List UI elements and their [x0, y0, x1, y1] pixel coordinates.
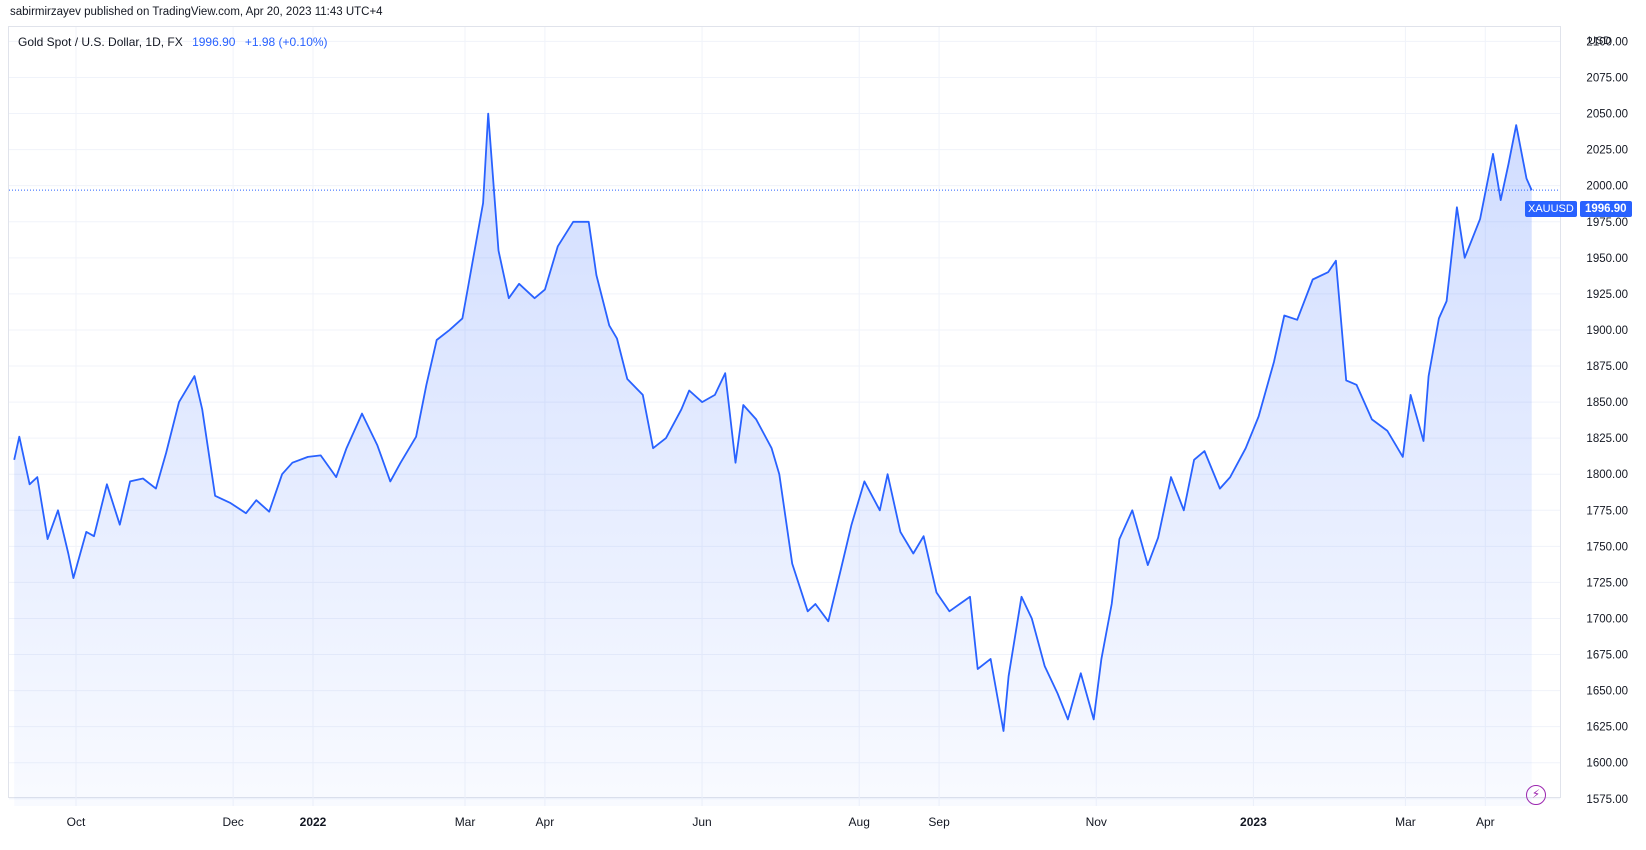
symbol-label: Gold Spot / U.S. Dollar, 1D, FX: [18, 35, 183, 49]
lightning-bolt-icon[interactable]: ⚡: [1526, 785, 1546, 805]
y-tick-label: 1850.00: [1586, 397, 1628, 409]
x-tick-label: Jun: [692, 815, 711, 829]
y-tick-label: 1700.00: [1586, 613, 1628, 625]
x-tick-label: 2023: [1240, 815, 1267, 829]
x-tick-label: Nov: [1086, 815, 1107, 829]
time-axis: Oct Dec 2022 Mar Apr Jun Aug Sep Nov 2023 Mar Apr: [67, 815, 1495, 829]
y-tick-label: 1875.00: [1586, 361, 1628, 373]
y-tick-label: 1600.00: [1586, 758, 1628, 770]
y-tick-label: 1925.00: [1586, 289, 1628, 301]
price-line-layer: [9, 112, 1560, 732]
x-tick-label: Aug: [849, 815, 870, 829]
x-tick-label: Oct: [67, 815, 86, 829]
y-tick-label: 2100.00: [1586, 36, 1628, 48]
published-by: sabirmirzayev published on TradingView.c…: [10, 6, 383, 18]
y-tick-label: 1900.00: [1586, 325, 1628, 337]
y-tick-label: 1775.00: [1586, 505, 1628, 517]
x-tick-label: Sep: [928, 815, 950, 829]
y-tick-label: 1650.00: [1586, 686, 1628, 698]
price-area: [14, 113, 1532, 807]
y-tick-label: 1625.00: [1586, 722, 1628, 734]
y-tick-label: 1975.00: [1586, 217, 1628, 229]
x-tick-label: Dec: [222, 815, 243, 829]
y-tick-label: 1675.00: [1586, 650, 1628, 662]
chart-legend: Gold Spot / U.S. Dollar, 1D, FX 1996.90 …: [18, 35, 328, 49]
y-tick-label: 1575.00: [1586, 794, 1628, 806]
last-value: 1996.90: [192, 35, 236, 49]
y-tick-label: 1725.00: [1586, 577, 1628, 589]
x-tick-label: Mar: [455, 815, 476, 829]
price-line: [13, 112, 1533, 732]
y-tick-label: 2025.00: [1586, 145, 1628, 157]
currency-label: USD: [1588, 35, 1612, 47]
price-axis: 1575.00 1600.00 1625.00 1650.00 1675.00 1700.…: [1586, 36, 1628, 805]
y-tick-label: 1800.00: [1586, 469, 1628, 481]
price-change: +1.98 (+0.10%): [244, 35, 328, 49]
last-price-tag: 1996.90: [1580, 201, 1632, 217]
x-tick-label: 2022: [300, 815, 327, 829]
y-tick-label: 1950.00: [1586, 253, 1628, 265]
x-tick-label: Apr: [536, 815, 555, 829]
area-fill-layer: [14, 113, 1532, 807]
ticker-tag: XAUUSD: [1525, 201, 1577, 217]
y-tick-label: 1750.00: [1586, 541, 1628, 553]
x-tick-label: Mar: [1395, 815, 1416, 829]
y-tick-label: 1825.00: [1586, 433, 1628, 445]
y-tick-label: 2075.00: [1586, 72, 1628, 84]
y-tick-label: 2000.00: [1586, 181, 1628, 193]
y-tick-label: 2050.00: [1586, 109, 1628, 121]
x-tick-label: Apr: [1476, 815, 1495, 829]
